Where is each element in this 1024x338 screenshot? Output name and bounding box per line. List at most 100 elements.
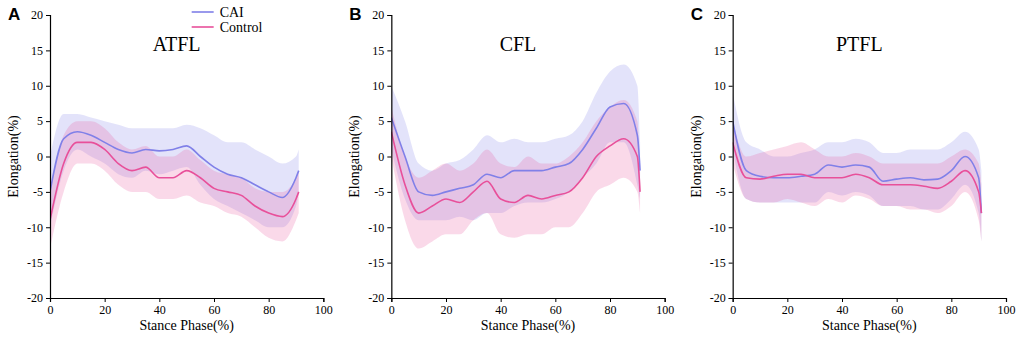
tick-label: -15 — [710, 256, 726, 270]
tick: 40 — [495, 298, 507, 317]
tick-label: 15 — [372, 44, 384, 58]
tick: -5 — [716, 185, 733, 199]
tick-mark — [501, 298, 502, 302]
tick-mark — [387, 121, 391, 122]
tick: -20 — [710, 291, 733, 305]
tick-mark — [46, 227, 50, 228]
tick-mark — [387, 227, 391, 228]
tick-mark — [159, 298, 160, 302]
chart-title: CFL — [500, 33, 537, 55]
tick-label: 20 — [714, 8, 726, 22]
tick-label: 20 — [31, 8, 43, 22]
panel-label: A — [8, 5, 20, 24]
legend-label: Control — [220, 20, 263, 35]
axis-line — [51, 299, 324, 303]
tick-label: 10 — [31, 79, 43, 93]
tick-label: 15 — [31, 44, 43, 58]
y-axis: -20-15-10-505101520 — [27, 8, 51, 305]
tick-mark — [387, 86, 391, 87]
legend-swatch — [192, 11, 214, 13]
tick-label: -10 — [368, 221, 384, 235]
tick-label: 10 — [714, 79, 726, 93]
tick-mark — [387, 192, 391, 193]
tick: 40 — [154, 298, 166, 317]
tick: 10 — [372, 79, 391, 93]
tick-label: 0 — [389, 303, 395, 317]
tick: 20 — [714, 8, 733, 22]
tick-mark — [46, 15, 50, 16]
tick-label: 20 — [782, 303, 794, 317]
tick: 60 — [209, 298, 221, 317]
tick: 0 — [37, 150, 50, 164]
axis-line — [46, 16, 51, 299]
tick: 80 — [263, 298, 275, 317]
tick-label: 5 — [720, 114, 726, 128]
axis-line — [729, 16, 734, 299]
tick-mark — [842, 298, 843, 302]
tick: 5 — [720, 114, 733, 128]
tick: 0 — [389, 298, 395, 317]
tick: 80 — [946, 298, 958, 317]
tick-mark — [46, 263, 50, 264]
tick-label: -15 — [27, 256, 43, 270]
tick-label: 40 — [837, 303, 849, 317]
tick-label: 0 — [378, 150, 384, 164]
legend: CAIControl — [192, 5, 263, 35]
tick: 0 — [730, 298, 736, 317]
legend-label: CAI — [220, 5, 244, 20]
tick: -15 — [710, 256, 733, 270]
tick-mark — [46, 50, 50, 51]
tick: 15 — [31, 44, 50, 58]
tick-label: 5 — [37, 114, 43, 128]
x-axis-title: Stance Phase(%) — [481, 318, 576, 334]
mean-line — [50, 142, 299, 220]
tick: 60 — [891, 298, 903, 317]
tick-label: -10 — [27, 221, 43, 235]
tick-mark — [387, 15, 391, 16]
tick: 100 — [656, 298, 674, 317]
tick-label: -20 — [368, 291, 384, 305]
tick-mark — [729, 263, 733, 264]
tick-label: 80 — [263, 303, 275, 317]
tick: 20 — [441, 298, 453, 317]
tick: 5 — [37, 114, 50, 128]
tick-label: 40 — [495, 303, 507, 317]
tick: 80 — [605, 298, 617, 317]
tick-label: 60 — [209, 303, 221, 317]
tick-mark — [729, 298, 733, 299]
x-axis: 0 20 40 60 80 100 — [730, 298, 1015, 317]
panel: 020406080100-20-15-10-505101520Stance Ph… — [6, 5, 333, 334]
plot-area — [391, 65, 640, 249]
tick-mark — [729, 86, 733, 87]
mean-line — [391, 132, 640, 213]
tick-mark — [46, 86, 50, 87]
tick-label: -15 — [368, 256, 384, 270]
tick-label: 5 — [378, 114, 384, 128]
tick-label: 0 — [48, 303, 54, 317]
tick-label: -20 — [710, 291, 726, 305]
y-axis: -20-15-10-505101520 — [710, 8, 734, 305]
chart-title: ATFL — [153, 33, 201, 55]
panel: 020406080100-20-15-10-505101520Stance Ph… — [347, 8, 674, 334]
tick-label: 40 — [154, 303, 166, 317]
tick: 10 — [714, 79, 733, 93]
tick: -10 — [368, 221, 391, 235]
tick: -5 — [33, 185, 50, 199]
tick: -20 — [368, 291, 391, 305]
tick-label: -5 — [33, 185, 43, 199]
tick: 0 — [378, 150, 391, 164]
tick: 20 — [31, 8, 50, 22]
x-axis: 020406080100 — [48, 298, 333, 317]
tick-mark — [1006, 298, 1007, 302]
plot-area — [50, 114, 299, 248]
tick-mark — [387, 50, 391, 51]
tick-mark — [729, 157, 733, 158]
tick-label: -5 — [374, 185, 384, 199]
y-axis: -20-15-10-505101520 — [368, 8, 392, 305]
legend-swatch — [192, 26, 214, 28]
tick-mark — [387, 298, 391, 299]
tick-mark — [214, 298, 215, 302]
plot-area — [733, 93, 982, 242]
tick: -10 — [710, 221, 733, 235]
tick-label: 100 — [998, 303, 1016, 317]
